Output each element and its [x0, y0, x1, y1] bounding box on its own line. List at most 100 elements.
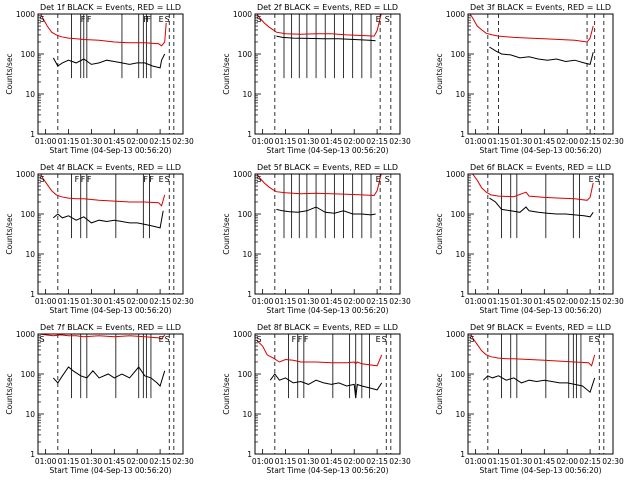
x-tick-label: 01:15	[488, 297, 510, 306]
y-axis-label: Counts/sec	[435, 213, 444, 254]
x-tick-label: 02:30	[389, 137, 411, 146]
panel-det-6: Det 6f BLACK = Events, RED = LLD E S 1 10 100…	[435, 163, 624, 315]
x-tick-label: 02:15	[366, 457, 388, 466]
plot-frame	[37, 13, 184, 135]
x-tick-label: 02:15	[366, 297, 388, 306]
marker-label: E	[159, 175, 164, 184]
series-lld	[256, 174, 387, 197]
y-tick-label: 100	[451, 50, 466, 59]
series-lld	[469, 14, 594, 43]
marker-label: F	[75, 175, 80, 184]
chart-title: Det 6f BLACK = Events, RED = LLD	[470, 163, 611, 172]
marker-label: F	[149, 175, 154, 184]
x-tick-label: 02:30	[172, 457, 194, 466]
x-tick-label: 01:45	[534, 297, 556, 306]
y-tick-label: 100	[451, 210, 466, 219]
y-axis-label: Counts/sec	[5, 213, 14, 254]
series-lld	[472, 174, 594, 201]
marker-label: S	[40, 15, 45, 24]
series-events	[276, 206, 376, 216]
y-tick-label: 10	[242, 250, 252, 259]
series-events	[482, 375, 596, 394]
marker-label: E	[589, 175, 594, 184]
series-lld	[470, 334, 596, 367]
x-tick-label: 01:30	[511, 457, 533, 466]
chart-title: Det 4f BLACK = Events, RED = LLD	[40, 163, 181, 172]
y-tick-label: 10	[242, 90, 252, 99]
x-tick-label: 02:30	[602, 457, 624, 466]
x-tick-label: 02:15	[366, 137, 388, 146]
y-tick-label: 100	[21, 50, 36, 59]
chart-title: Det 2f BLACK = Events, RED = LLD	[257, 3, 398, 12]
marker-label: S	[385, 175, 390, 184]
series-events	[489, 46, 594, 66]
x-tick-label: 01:45	[104, 457, 126, 466]
chart-title: Det 1f BLACK = Events, RED = LLD	[40, 3, 181, 12]
x-tick-label: 02:30	[602, 297, 624, 306]
plot-frame	[467, 173, 614, 295]
x-tick-label: 01:15	[275, 297, 297, 306]
marker-label: F	[304, 335, 309, 344]
x-axis-label: Start Time (04-Sep-13 00:56:20)	[267, 306, 389, 315]
y-tick-label: 10	[455, 410, 465, 419]
marker-label: S	[165, 175, 170, 184]
series-lld	[39, 334, 166, 340]
x-tick-label: 01:30	[81, 137, 103, 146]
marker-label: S	[257, 15, 262, 24]
x-tick-label: 01:15	[275, 137, 297, 146]
x-tick-label: 02:00	[126, 297, 148, 306]
plot-frame	[467, 333, 614, 455]
x-tick-label: 01:15	[488, 137, 510, 146]
y-tick-label: 10	[242, 410, 252, 419]
marker-label: F	[146, 15, 151, 24]
x-tick-label: 02:30	[389, 457, 411, 466]
marker-label: S	[165, 15, 170, 24]
x-tick-label: 01:15	[488, 457, 510, 466]
chart-title: Det 5f BLACK = Events, RED = LLD	[257, 163, 398, 172]
marker-label: S	[385, 15, 390, 24]
y-tick-label: 1	[247, 130, 252, 139]
x-tick-label: 01:45	[104, 297, 126, 306]
y-tick-label: 1000	[16, 330, 35, 339]
y-tick-label: 100	[238, 50, 253, 59]
y-tick-label: 1	[460, 130, 465, 139]
series-events	[489, 197, 594, 218]
x-tick-label: 02:00	[556, 457, 578, 466]
y-axis-label: Counts/sec	[435, 373, 444, 414]
y-tick-label: 10	[25, 410, 35, 419]
x-tick-label: 01:30	[511, 137, 533, 146]
x-tick-label: 02:00	[556, 297, 578, 306]
x-tick-label: 02:00	[343, 297, 365, 306]
y-tick-label: 1	[247, 290, 252, 299]
x-tick-label: 02:15	[579, 457, 601, 466]
marker-label: S	[595, 335, 600, 344]
chart-title: Det 9f BLACK = Events, RED = LLD	[470, 323, 611, 332]
x-tick-label: 02:30	[172, 297, 194, 306]
x-axis-label: Start Time (04-Sep-13 00:56:20)	[50, 306, 172, 315]
marker-label: F	[143, 15, 148, 24]
x-tick-label: 01:00	[35, 457, 57, 466]
x-tick-label: 01:00	[35, 137, 57, 146]
plot-frame	[254, 173, 401, 295]
marker-label: F	[81, 175, 86, 184]
y-tick-label: 1000	[446, 170, 465, 179]
y-axis-label: Counts/sec	[222, 53, 231, 94]
y-tick-label: 1000	[16, 170, 35, 179]
y-axis-label: Counts/sec	[222, 213, 231, 254]
marker-label: F	[292, 335, 297, 344]
x-tick-label: 01:30	[81, 457, 103, 466]
x-tick-label: 01:00	[465, 297, 487, 306]
x-tick-label: 01:30	[298, 137, 320, 146]
y-axis-label: Counts/sec	[5, 373, 14, 414]
x-tick-label: 02:00	[126, 457, 148, 466]
series-events	[52, 53, 166, 69]
y-tick-label: 10	[25, 250, 35, 259]
marker-label: E	[376, 335, 381, 344]
y-tick-label: 100	[451, 370, 466, 379]
x-tick-label: 01:30	[298, 457, 320, 466]
